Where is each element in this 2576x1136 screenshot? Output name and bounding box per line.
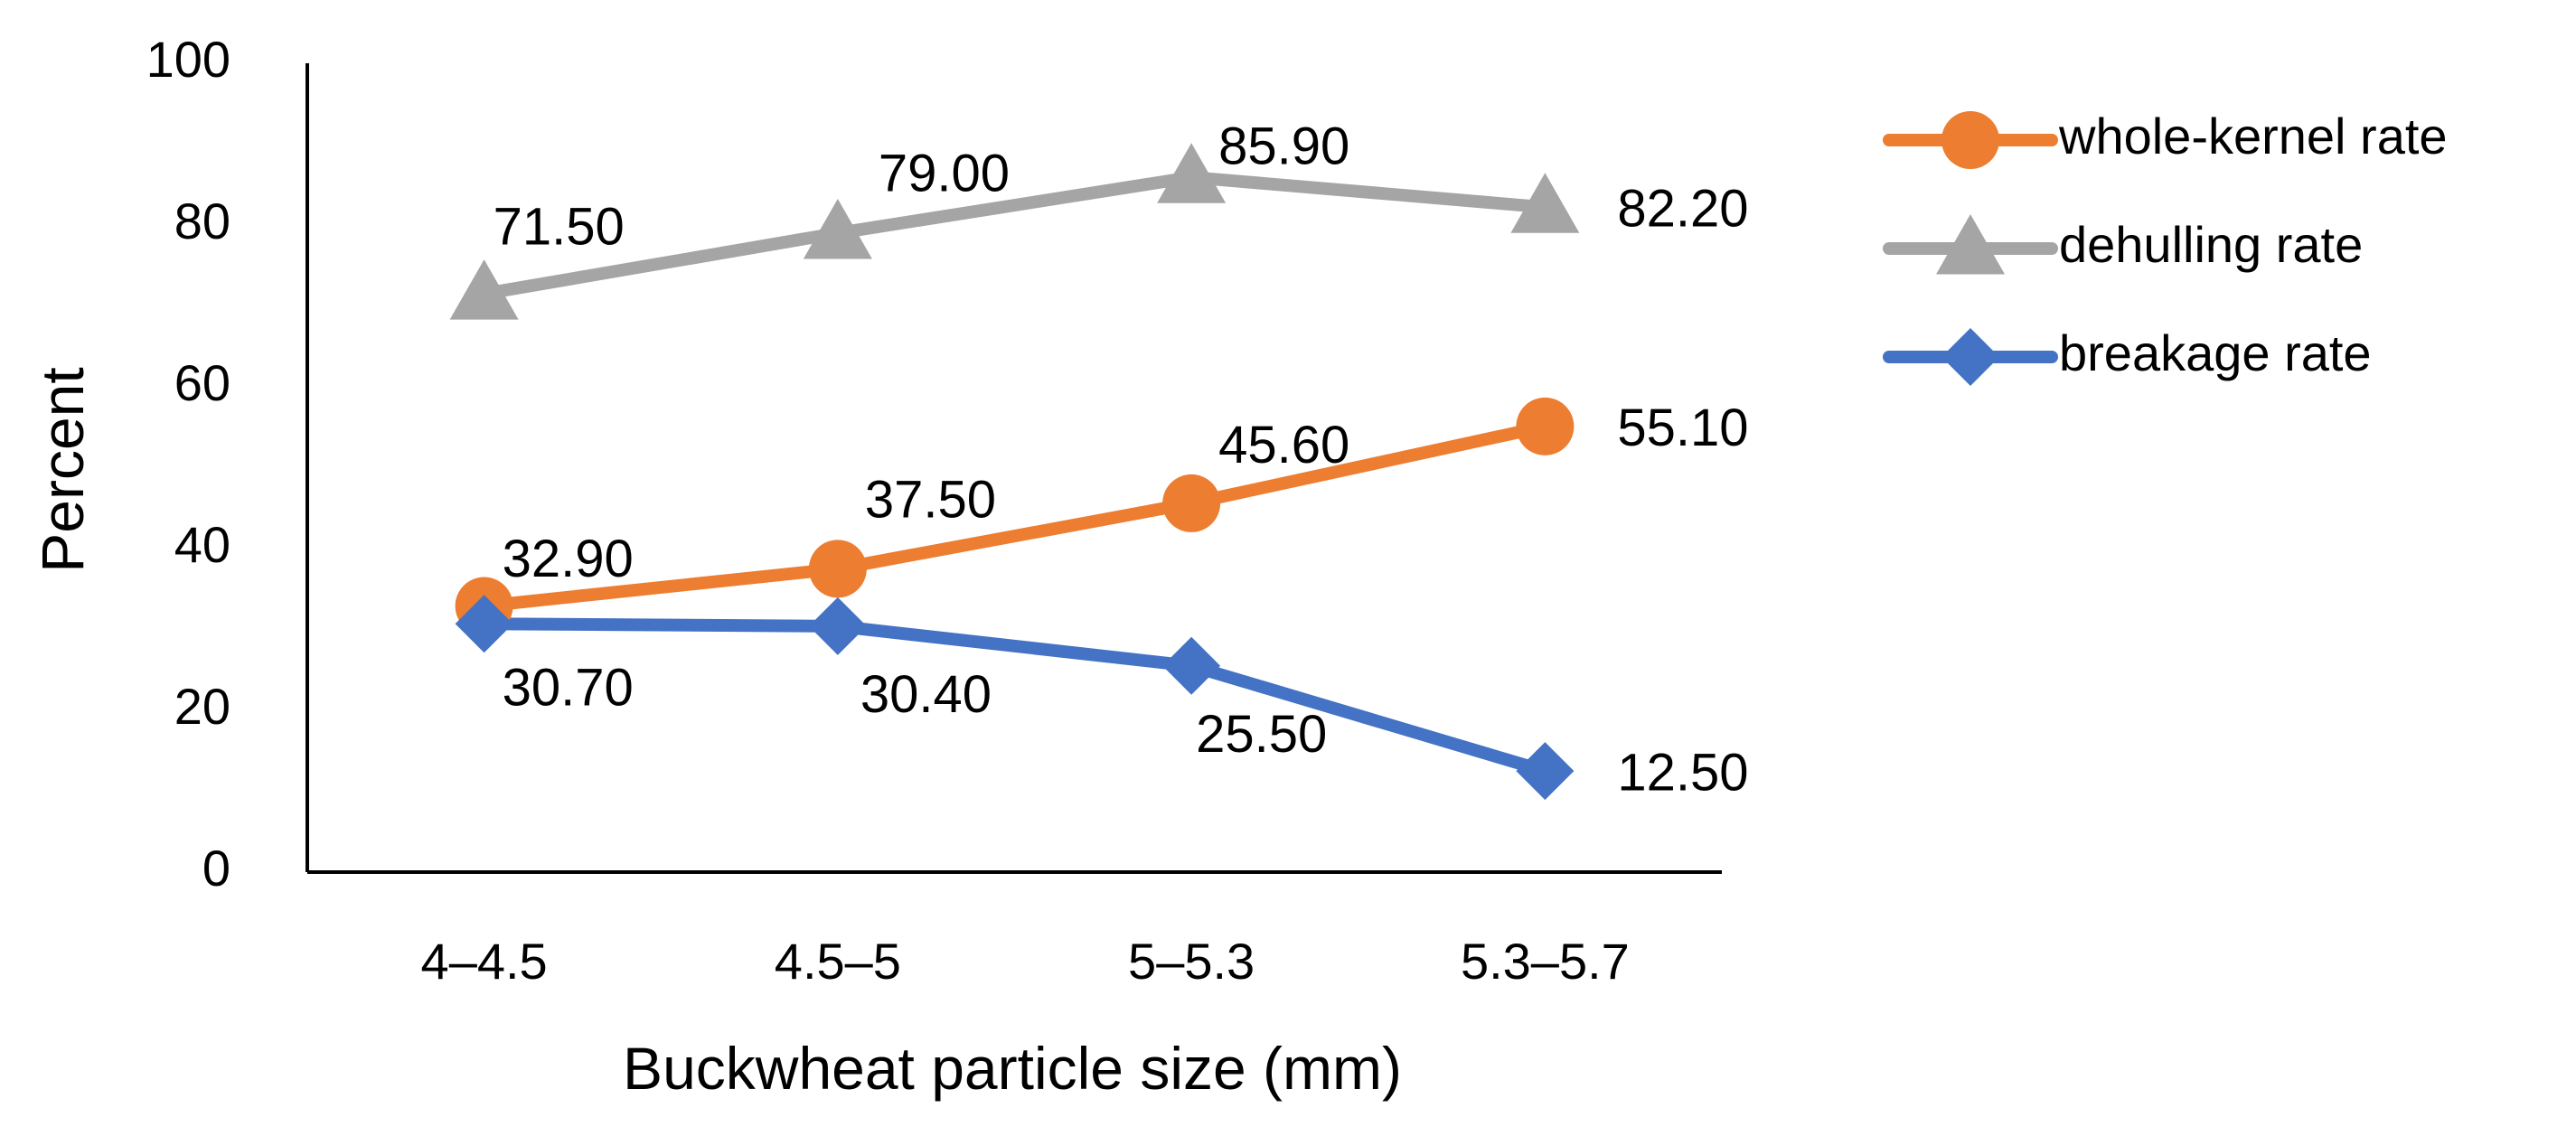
legend-marker	[1936, 214, 2005, 275]
legend-label: dehulling rate	[2059, 216, 2363, 273]
dehulling-rate-marker	[1510, 173, 1580, 233]
breakage-rate-marker	[808, 596, 867, 655]
dehulling-rate-marker	[803, 198, 872, 259]
data-labels: 32.90 37.50 45.60 55.10 71.50 79.00 85.90 82.20…	[494, 117, 1749, 803]
legend-label: breakage rate	[2059, 324, 2372, 381]
whole-kernel-rate-data-label: 55.10	[1617, 399, 1748, 457]
y-tick-label: 60	[174, 354, 230, 411]
dehulling-rate-marker	[1157, 143, 1227, 203]
whole-kernel-rate-data-label: 37.50	[865, 471, 996, 530]
dehulling-rate-marker	[449, 259, 519, 320]
x-axis-title: Buckwheat particle size (mm)	[623, 1035, 1402, 1102]
breakage-rate-data-label: 25.50	[1196, 705, 1327, 764]
x-tick-label: 4.5–5	[775, 933, 901, 990]
legend: whole-kernel rate dehulling rate breakage …	[1883, 108, 2448, 386]
series-lines	[477, 171, 1552, 778]
legend-marker	[1941, 328, 1999, 386]
breakage-rate-line	[477, 617, 1552, 778]
whole-kernel-rate-data-label: 32.90	[503, 530, 634, 588]
breakage-rate-data-label: 12.50	[1617, 743, 1748, 802]
y-tick-label: 0	[202, 840, 230, 897]
y-tick-label: 100	[146, 31, 230, 88]
dehulling-rate-line	[477, 171, 1552, 301]
y-tick-label: 20	[174, 678, 230, 735]
whole-kernel-rate-marker	[1516, 397, 1575, 455]
y-tick-label: 80	[174, 192, 230, 249]
breakage-rate-marker	[455, 595, 513, 653]
x-tick-label: 4–4.5	[421, 933, 548, 990]
whole-kernel-rate-line	[477, 419, 1552, 613]
whole-kernel-rate-marker	[808, 540, 867, 598]
whole-kernel-rate-marker	[1162, 474, 1221, 532]
legend-marker	[1941, 111, 1999, 169]
y-axis-title: Percent	[29, 367, 96, 572]
whole-kernel-rate-data-label: 45.60	[1218, 416, 1349, 474]
dehulling-rate-data-label: 85.90	[1218, 117, 1349, 176]
x-tick-label: 5.3–5.7	[1461, 933, 1630, 990]
x-tick-label: 5–5.3	[1128, 933, 1255, 990]
legend-label: whole-kernel rate	[2058, 108, 2448, 164]
breakage-rate-marker	[1516, 742, 1575, 801]
breakage-rate-marker	[1162, 636, 1221, 695]
x-tick-labels: 4–4.5 4.5–5 5–5.3 5.3–5.7	[421, 933, 1630, 990]
series-markers	[449, 143, 1580, 801]
dehulling-rate-data-label: 71.50	[494, 197, 625, 256]
breakage-rate-data-label: 30.40	[860, 665, 992, 724]
y-tick-labels: 0 20 40 60 80 100	[146, 31, 230, 897]
dehulling-rate-data-label: 82.20	[1617, 180, 1748, 239]
dehulling-rate-data-label: 79.00	[879, 144, 1010, 202]
breakage-rate-data-label: 30.70	[503, 659, 634, 718]
y-tick-label: 40	[174, 516, 230, 573]
